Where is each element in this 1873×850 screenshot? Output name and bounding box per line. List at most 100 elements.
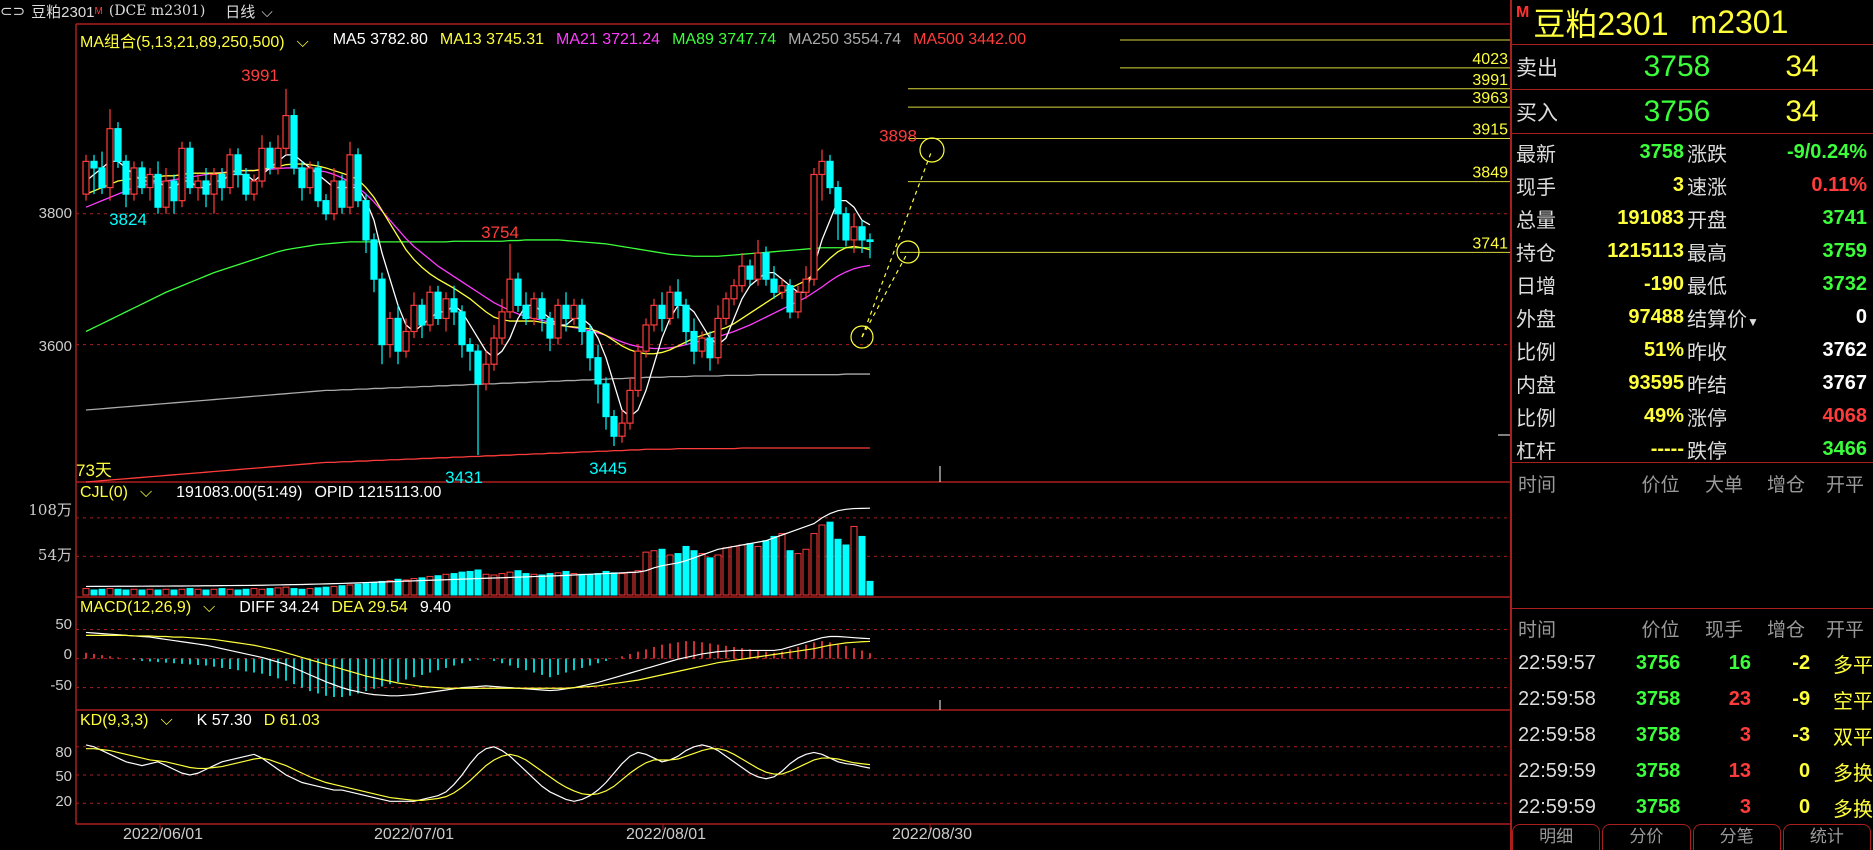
divider (1512, 44, 1873, 45)
tick-type: 多平 (1832, 654, 1873, 677)
chart-canvas[interactable]: 4023399139633915384937413991382437543431… (0, 0, 1510, 850)
volume-bar (186, 588, 194, 596)
candle-body (178, 147, 186, 202)
volume-bar (178, 588, 186, 596)
candle-body (266, 147, 274, 169)
tick-type: 双平 (1832, 726, 1873, 749)
chevron-down-icon: ⌵ (160, 712, 173, 729)
stat-value: 1215113 (1607, 240, 1684, 262)
tab-trades[interactable]: 分笔 (1692, 824, 1781, 850)
candle-body (762, 252, 770, 280)
link-icon[interactable]: ⊂⊃ (0, 3, 26, 20)
stat-label[interactable]: 结算价▼ (1683, 303, 1767, 332)
volume-bar (650, 550, 658, 596)
volume-bar (762, 540, 770, 596)
tick-row[interactable]: 22:59:58 3758 3 -3 双平 (1512, 717, 1873, 753)
candle-body (378, 278, 386, 346)
volume-bar (530, 573, 538, 596)
level-label: 3991 (1472, 72, 1508, 89)
tick-row[interactable]: 22:59:58 3758 23 -9 空平 (1512, 681, 1873, 717)
tab-price[interactable]: 分价 (1602, 824, 1691, 850)
volume-bar (578, 573, 586, 596)
volume-bar (266, 588, 274, 596)
stat-label: 杠杆 (1516, 441, 1556, 463)
candle-body (714, 317, 722, 359)
stat-value: 3762 (1822, 339, 1868, 361)
tick-row[interactable]: 22:59:57 3756 16 -2 多平 (1512, 645, 1873, 681)
volume-bar (450, 573, 458, 596)
col-oi: 增仓 (1766, 474, 1805, 496)
buy-row[interactable]: 买入 3756 34 (1512, 91, 1873, 133)
volume-bar (858, 535, 866, 596)
caret-down-icon: ▼ (1747, 315, 1759, 329)
d-value: D 61.03 (263, 712, 320, 729)
price-annotation: 3824 (109, 210, 147, 229)
dea-line (86, 634, 871, 689)
volume-bar (746, 543, 754, 596)
volume-bar (498, 573, 506, 596)
ma-legend-selector[interactable]: MA组合(5,13,21,89,250,500) ⌵ (80, 28, 321, 52)
volume-bar (226, 588, 234, 596)
candle-body (786, 285, 794, 313)
sell-volume: 34 (1785, 50, 1819, 83)
volume-bar (810, 533, 818, 596)
kd-selector[interactable]: KD(9,3,3) ⌵ (80, 712, 185, 730)
volume-bar (730, 545, 738, 596)
candle-body (394, 317, 402, 352)
stat-value: 3758 (1639, 141, 1685, 163)
stat-value: 93595 (1628, 372, 1684, 394)
tick-row[interactable]: 22:59:59 3758 13 0 多换 (1512, 753, 1873, 789)
sell-row[interactable]: 卖出 3758 34 (1512, 46, 1873, 88)
stat-label: 总量 (1516, 210, 1556, 232)
volume-bar (594, 573, 602, 596)
candle-body (290, 114, 298, 169)
volume-bar (346, 584, 354, 596)
volume-bar (146, 588, 154, 596)
volume-bar (850, 525, 858, 596)
volume-bar (506, 571, 514, 596)
volume-bar (434, 575, 442, 596)
candle-body (146, 173, 154, 189)
ma-legend-name: MA组合(5,13,21,89,250,500) (80, 34, 285, 51)
kd-legend: KD(9,3,3) ⌵ K 57.30 D 61.03 (80, 712, 332, 730)
stat-value: 4068 (1822, 405, 1868, 427)
tab-stats[interactable]: 统计 (1782, 824, 1871, 850)
candle-body (466, 344, 474, 352)
volume-bar (458, 571, 466, 596)
candle-body (834, 186, 842, 215)
tick-row[interactable]: 22:59:59 3758 3 0 多换 (1512, 789, 1873, 825)
macd-selector[interactable]: MACD(12,26,9) ⌵ (80, 599, 227, 617)
chart-area[interactable]: 4023 3991 3963 3915 3849 3741 3991 3824 3754 3431… (0, 0, 1510, 850)
stat-label: 开盘 (1683, 204, 1767, 233)
volume-bar (522, 573, 530, 596)
level-label: 3849 (1472, 165, 1508, 182)
stat-label: 昨结 (1683, 369, 1767, 398)
candle-body (674, 291, 682, 306)
col-oi: 增仓 (1766, 619, 1805, 641)
volume-bar (82, 588, 90, 596)
volume-bar (546, 573, 554, 596)
cjl-selector[interactable]: CJL(0) ⌵ (80, 484, 164, 502)
kd-axis-label: 50 (55, 768, 72, 785)
candle-body (138, 167, 146, 189)
big-order-header: 时间 价位 大单 增仓 开平 (1512, 468, 1873, 498)
stat-row: 外盘 97488 (1512, 301, 1690, 334)
volume-bar (866, 580, 874, 596)
macd-value: 9.40 (419, 599, 451, 616)
volume-bar (282, 586, 290, 596)
volume-bar (642, 551, 650, 596)
candle-body (858, 226, 866, 241)
volume-bar (634, 570, 642, 596)
volume-bar (442, 573, 450, 596)
period-selector[interactable]: 日线 ⌵ (225, 1, 278, 22)
candle-body (562, 304, 570, 320)
candle-body (770, 278, 778, 293)
candle-body (210, 173, 218, 195)
tick-oi: 0 (1798, 759, 1811, 782)
stat-value: 0.11% (1811, 174, 1867, 196)
volume-bar (586, 574, 594, 596)
tab-detail[interactable]: 明细 (1512, 824, 1601, 850)
candle-body (354, 154, 362, 202)
volume-bar (802, 548, 810, 596)
stat-label-text: 跌停 (1687, 441, 1727, 463)
